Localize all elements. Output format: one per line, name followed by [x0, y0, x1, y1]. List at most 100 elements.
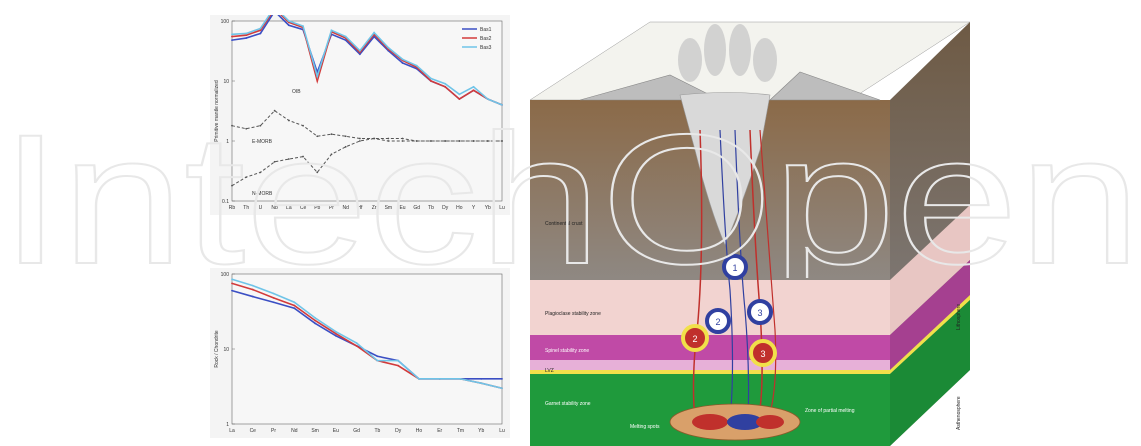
y-tick-label: 10: [223, 347, 229, 353]
svg-text:3: 3: [757, 308, 762, 318]
data-point: [430, 140, 432, 142]
data-point: [245, 176, 248, 179]
data-point: [287, 20, 290, 22]
x-tick-label: Nb: [271, 205, 278, 211]
circle-blue-1: 1: [722, 254, 748, 280]
x-tick-label: Nd: [342, 205, 349, 211]
data-point: [472, 85, 475, 88]
data-point: [415, 64, 418, 67]
y-tick-label: 1: [226, 422, 229, 428]
series-line-Bas3: [231, 278, 503, 389]
label-asthenosphere: Asthenosphere: [956, 396, 962, 430]
y-tick-label: 100: [221, 19, 230, 25]
data-point: [293, 307, 296, 310]
data-point: [397, 364, 400, 367]
x-tick-label: Lu: [499, 205, 505, 211]
label-garnet: Garnet stability zone: [545, 401, 591, 407]
data-point: [355, 344, 358, 347]
data-point: [501, 140, 503, 142]
x-tick-label: Ce: [300, 205, 307, 211]
data-point: [316, 171, 319, 174]
circle-yellow-2: 2: [681, 324, 709, 352]
data-point: [344, 35, 347, 38]
data-point: [231, 35, 233, 38]
x-tick-label: Nd: [291, 428, 298, 434]
data-point: [387, 137, 390, 140]
annotation: OIB: [292, 89, 301, 95]
data-point: [358, 53, 361, 56]
data-point: [302, 25, 304, 28]
x-tick-label: Dy: [442, 205, 449, 211]
volcano-left: [579, 74, 721, 101]
data-point: [376, 359, 379, 362]
data-point: [330, 29, 333, 32]
x-tick-label: Er: [437, 428, 442, 434]
data-point: [387, 46, 390, 49]
data-point: [444, 140, 447, 142]
data-point: [259, 29, 262, 32]
data-point: [480, 377, 483, 380]
data-point: [245, 127, 248, 130]
data-point: [273, 160, 276, 163]
x-tick-label: Dy: [395, 428, 402, 434]
ree-diagram-panel: 100 10 1 La Ce Pr Nd Sm Eu Gd Tb Dy Ho Er Tm Yb Lu Rock /…: [210, 268, 510, 438]
data-point: [430, 80, 432, 82]
legend-label: Bas3: [480, 45, 492, 51]
plot-area: [231, 273, 503, 425]
data-point: [415, 140, 418, 142]
legend-label: Bas1: [480, 27, 492, 33]
x-tick-label: Yb: [478, 428, 484, 434]
data-point: [373, 31, 376, 34]
x-tick-label: Gd: [353, 428, 360, 434]
x-tick-label: U: [259, 205, 263, 211]
plot-area: [231, 20, 503, 202]
data-point: [438, 377, 441, 380]
data-point: [401, 58, 404, 61]
data-point: [458, 93, 461, 96]
svg-text:3: 3: [760, 349, 765, 359]
data-point: [251, 284, 254, 287]
volcano-right: [769, 71, 881, 101]
data-point: [501, 387, 503, 390]
legend-label: Bas2: [480, 36, 492, 42]
x-tick-label: Pr: [329, 205, 334, 211]
data-point: [316, 75, 319, 78]
y-tick-label: 1: [226, 139, 229, 145]
data-point: [231, 282, 233, 285]
y-tick-label: 0.1: [222, 199, 229, 205]
data-point: [501, 103, 503, 106]
data-point: [259, 171, 262, 174]
circle-blue-3: 3: [747, 299, 773, 325]
data-point: [444, 82, 447, 85]
data-point: [251, 288, 254, 291]
data-point: [245, 34, 248, 37]
data-point: [316, 80, 319, 82]
x-tick-label: Zr: [372, 205, 377, 211]
y-tick-label: 100: [221, 272, 230, 278]
data-point: [231, 124, 233, 127]
data-point: [272, 292, 275, 295]
data-point: [251, 295, 254, 298]
spider-diagram-panel: 100 10 1 0.1 Rb Th U Nb La Ce Pb Pr Nd Hf Zr Sm Eu Gd Tb Dy…: [210, 5, 510, 215]
y-axis-label: Rock / Chondrite: [214, 330, 220, 367]
data-point: [401, 137, 404, 140]
data-point: [373, 137, 376, 140]
mantle-block-diagram: 1 2 3 2 3 Continental crust Plagioclase …: [529, 21, 971, 446]
data-point: [316, 135, 319, 138]
x-tick-label: Sm: [311, 428, 319, 434]
data-point: [418, 377, 420, 380]
x-tick-label: Lu: [499, 428, 505, 434]
data-point: [314, 316, 316, 319]
data-point: [430, 77, 432, 80]
data-point: [334, 332, 337, 335]
annotation: N-MORB: [252, 191, 273, 197]
data-point: [231, 33, 233, 36]
data-point: [231, 289, 233, 292]
data-point: [397, 359, 400, 362]
data-point: [480, 382, 483, 385]
data-point: [444, 85, 447, 88]
data-point: [231, 278, 233, 281]
x-tick-label: Ho: [416, 428, 423, 434]
label-lvz: LVZ: [545, 368, 554, 374]
x-tick-label: Sm: [385, 205, 393, 211]
